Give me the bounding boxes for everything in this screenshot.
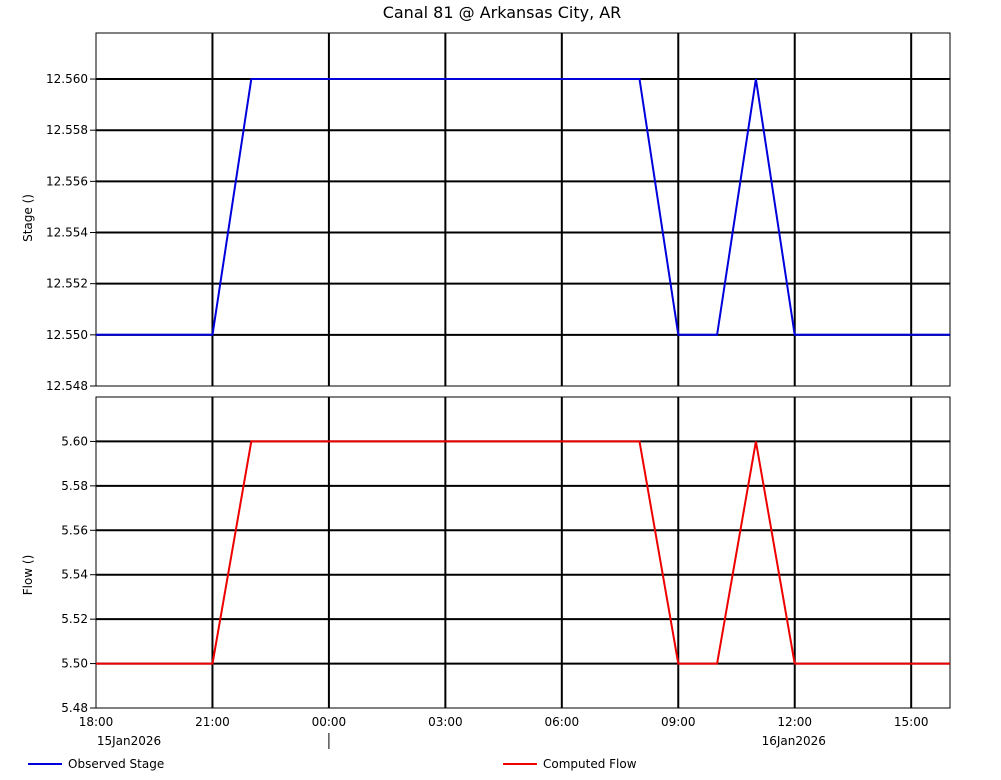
stage-ytick-label: 12.560 <box>46 72 88 86</box>
chart-title: Canal 81 @ Arkansas City, AR <box>383 3 622 22</box>
legend-stage-label: Observed Stage <box>68 757 164 771</box>
stage-ytick-label: 12.550 <box>46 328 88 342</box>
date-label-start: 15Jan2026 <box>97 734 161 748</box>
x-tick-label: 09:00 <box>661 715 696 729</box>
flow-plot-frame <box>95 396 951 709</box>
stage-ytick-label: 12.548 <box>46 379 88 393</box>
x-tick-label: 21:00 <box>195 715 230 729</box>
stage-series-line <box>96 78 950 336</box>
x-tick-label: 12:00 <box>777 715 812 729</box>
stage-ytick-label: 12.552 <box>46 277 88 291</box>
x-tick-label: 00:00 <box>312 715 347 729</box>
x-tick-label: 15:00 <box>894 715 929 729</box>
flow-ytick-label: 5.60 <box>61 434 88 448</box>
x-tick-label: 03:00 <box>428 715 463 729</box>
flow-ytick-label: 5.54 <box>61 568 88 582</box>
x-axis: 18:00 21:00 00:00 03:00 06:00 09:00 12:00 15:00… <box>79 715 929 749</box>
flow-panel: 5.48 5.50 5.52 5.54 5.56 5.58 5.60 <box>61 396 951 715</box>
stage-plot-frame <box>95 32 951 387</box>
stage-panel: 12.548 12.550 12.552 12.554 12.556 12.558 12.5… <box>46 32 951 393</box>
flow-ytick-label: 5.56 <box>61 523 88 537</box>
date-label-end: 16Jan2026 <box>762 734 826 748</box>
x-tick-label: 06:00 <box>545 715 580 729</box>
x-tick-label: 18:00 <box>79 715 114 729</box>
stage-ytick-label: 12.558 <box>46 123 88 137</box>
legend-flow-label: Computed Flow <box>543 757 637 771</box>
flow-ytick-label: 5.52 <box>61 612 88 626</box>
stage-ytick-label: 12.554 <box>46 226 88 240</box>
flow-ytick-label: 5.50 <box>61 657 88 671</box>
stage-axis-label: Stage () <box>21 194 35 242</box>
legend: Observed Stage Computed Flow <box>28 757 637 771</box>
stage-ytick-label: 12.556 <box>46 174 88 188</box>
flow-axis-label: Flow () <box>21 555 35 596</box>
flow-ytick-label: 5.58 <box>61 479 88 493</box>
flow-series-line <box>96 440 950 665</box>
flow-ytick-label: 5.48 <box>61 701 88 715</box>
